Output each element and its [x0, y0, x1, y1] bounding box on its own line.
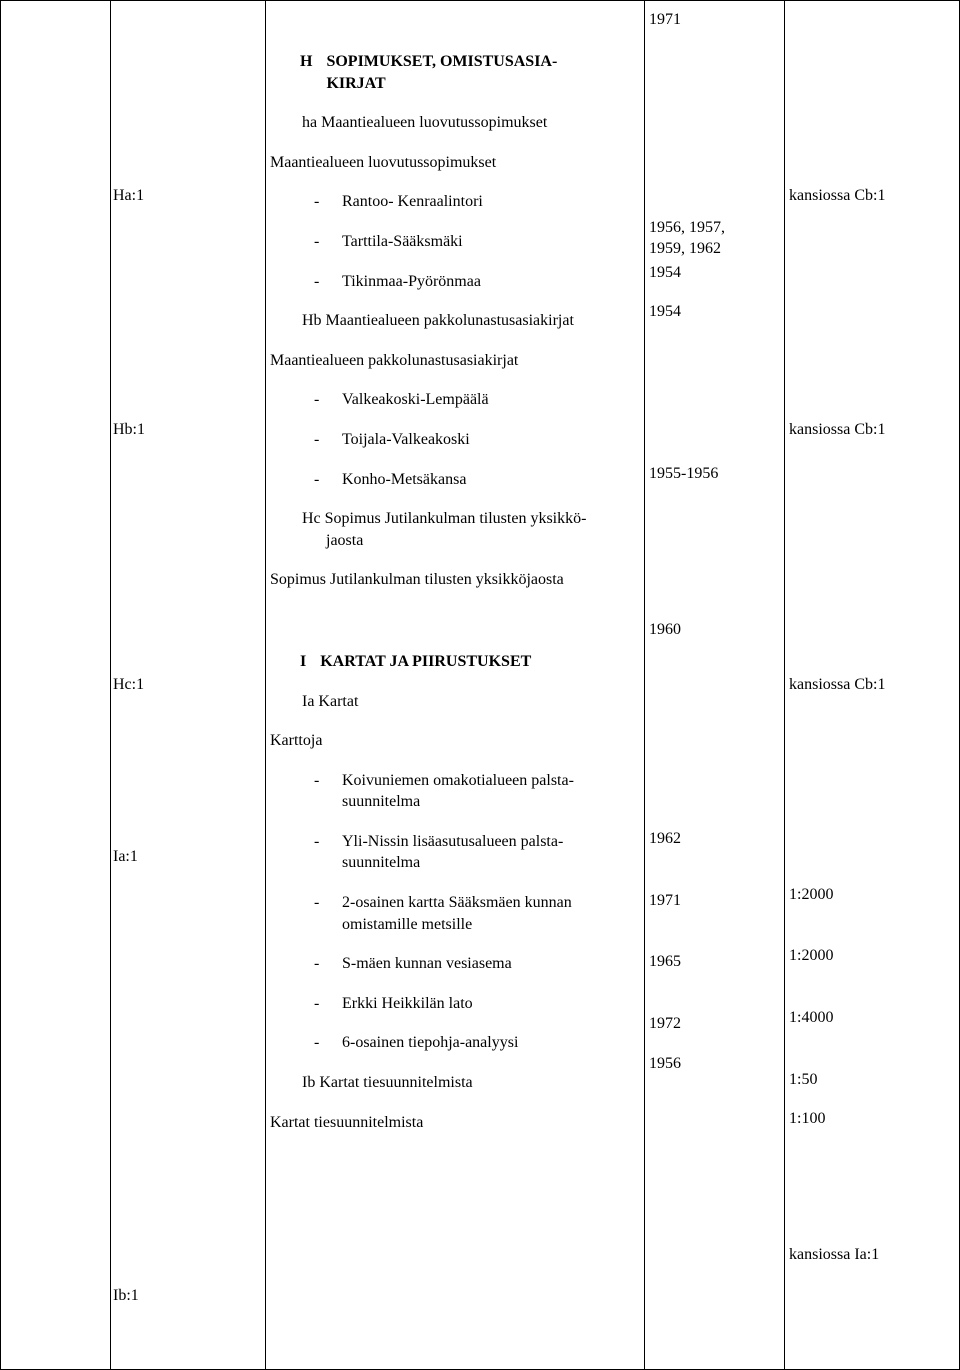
- ha-year-0-l1: 1956, 1957,: [649, 217, 774, 239]
- ia-year-1: 1971: [649, 890, 774, 912]
- ia-item-0-l2: suunnitelma: [342, 793, 420, 810]
- col-2-refs: Ha:1 Hb:1 Hc:1 Ia:1 Ib:1: [111, 1, 266, 1370]
- archive-table: Ha:1 Hb:1 Hc:1 Ia:1 Ib:1 H: [0, 0, 960, 1370]
- section-h-heading: H SOPIMUKSET, OMISTUSASIA- KIRJAT: [300, 51, 634, 94]
- ia-item-3: S-mäen kunnan vesiasema: [314, 953, 634, 975]
- ha-sublabel: ha Maantiealueen luovutussopimukset: [302, 112, 634, 134]
- top-year: 1971: [649, 9, 774, 31]
- ia-item-2: 2-osainen kartta Sääksmäen kunnan omista…: [314, 892, 634, 935]
- ia-item-4: Erkki Heikkilän lato: [314, 993, 634, 1015]
- ia-year-4: 1956: [649, 1053, 774, 1075]
- ha-year-0-l2: 1959, 1962: [649, 238, 774, 260]
- hc-year: 1960: [649, 619, 774, 641]
- hc-sublabel-l2: jaosta: [326, 532, 363, 549]
- section-h-letter: H: [300, 53, 312, 70]
- section-h-title-l1: SOPIMUKSET, OMISTUSASIA-: [326, 53, 557, 70]
- ia-item-2-l2: omistamille metsille: [342, 916, 472, 933]
- ia-item-2-l1: 2-osainen kartta Sääksmäen kunnan: [342, 894, 572, 911]
- ha-items: Rantoo- Kenraalintori Tarttila-Sääksmäki…: [314, 191, 634, 292]
- ia-year-2: 1965: [649, 951, 774, 973]
- ref-hb1: Hb:1: [113, 419, 255, 441]
- ia-scale-1: 1:2000: [789, 945, 949, 967]
- page: Ha:1 Hb:1 Hc:1 Ia:1 Ib:1 H: [0, 0, 960, 1370]
- ia-item-1-l2: suunnitelma: [342, 854, 420, 871]
- col-1: [1, 1, 111, 1370]
- ia-item-1-l1: Yli-Nissin lisäasutusalueen palsta-: [342, 833, 563, 850]
- hb-sublabel: Hb Maantiealueen pakkolunastusasiakirjat: [302, 310, 634, 332]
- ia-entry: Karttoja: [270, 730, 634, 752]
- section-i-heading: I KARTAT JA PIIRUSTUKSET: [300, 651, 634, 673]
- hc-sublabel-l1: Hc Sopimus Jutilankulman tilusten yksikk…: [302, 510, 586, 527]
- hc-sublabel: Hc Sopimus Jutilankulman tilusten yksikk…: [302, 508, 634, 551]
- hb-entry: Maantiealueen pakkolunastusasiakirjat: [270, 350, 634, 372]
- ia-item-5: 6-osainen tiepohja-analyysi: [314, 1032, 634, 1054]
- ia-item-0-l1: Koivuniemen omakotialueen palsta-: [342, 772, 574, 789]
- section-i-letter: I: [300, 653, 306, 670]
- section-h-title-l2: KIRJAT: [326, 75, 385, 92]
- hc-entry: Sopimus Jutilankulman tilusten yksikköja…: [270, 569, 634, 591]
- col-5-notes: kansiossa Cb:1 kansiossa Cb:1 kansiossa …: [785, 1, 960, 1370]
- hb-items: Valkeakoski-Lempäälä Toijala-Valkeakoski…: [314, 389, 634, 490]
- hc-note: kansiossa Cb:1: [789, 674, 949, 696]
- col-4-years: 1971 1956, 1957, 1959, 1962 1954 1954 19…: [645, 1, 785, 1370]
- ia-sublabel: Ia Kartat: [302, 691, 634, 713]
- ia-item-1: Yli-Nissin lisäasutusalueen palsta- suun…: [314, 831, 634, 874]
- ia-items: Koivuniemen omakotialueen palsta- suunni…: [314, 770, 634, 1054]
- ha-item-0: Rantoo- Kenraalintori: [314, 191, 634, 213]
- ib-entry: Kartat tiesuunnitelmista: [270, 1112, 634, 1134]
- ia-scale-4: 1:100: [789, 1108, 949, 1130]
- ha-item-1: Tarttila-Sääksmäki: [314, 231, 634, 253]
- col-3-content: H SOPIMUKSET, OMISTUSASIA- KIRJAT ha Maa…: [266, 1, 645, 1370]
- ib-sublabel: Ib Kartat tiesuunnitelmista: [302, 1072, 634, 1094]
- hb-item-1: Toijala-Valkeakoski: [314, 429, 634, 451]
- ia-scale-0: 1:2000: [789, 884, 949, 906]
- ref-ib1: Ib:1: [113, 1285, 255, 1307]
- hb-year-1: 1955-1956: [649, 463, 774, 485]
- hb-note: kansiossa Cb:1: [789, 419, 949, 441]
- ia-scale-3: 1:50: [789, 1069, 949, 1091]
- ha-item-2: Tikinmaa-Pyörönmaa: [314, 271, 634, 293]
- ref-ha1: Ha:1: [113, 185, 255, 207]
- ia-scale-2: 1:4000: [789, 1007, 949, 1029]
- ia-item-0: Koivuniemen omakotialueen palsta- suunni…: [314, 770, 634, 813]
- hb-item-0: Valkeakoski-Lempäälä: [314, 389, 634, 411]
- ha-year-1: 1954: [649, 262, 774, 284]
- ia-year-3: 1972: [649, 1013, 774, 1035]
- hb-item-2: Konho-Metsäkansa: [314, 469, 634, 491]
- ib-note: kansiossa Ia:1: [789, 1244, 949, 1266]
- ia-year-0: 1962: [649, 828, 774, 850]
- ha-year-2: 1954: [649, 301, 774, 323]
- ref-hc1: Hc:1: [113, 674, 255, 696]
- section-i-title: KARTAT JA PIIRUSTUKSET: [320, 653, 531, 670]
- ref-ia1: Ia:1: [113, 846, 255, 868]
- ha-note: kansiossa Cb:1: [789, 185, 949, 207]
- ha-entry: Maantiealueen luovutussopimukset: [270, 152, 634, 174]
